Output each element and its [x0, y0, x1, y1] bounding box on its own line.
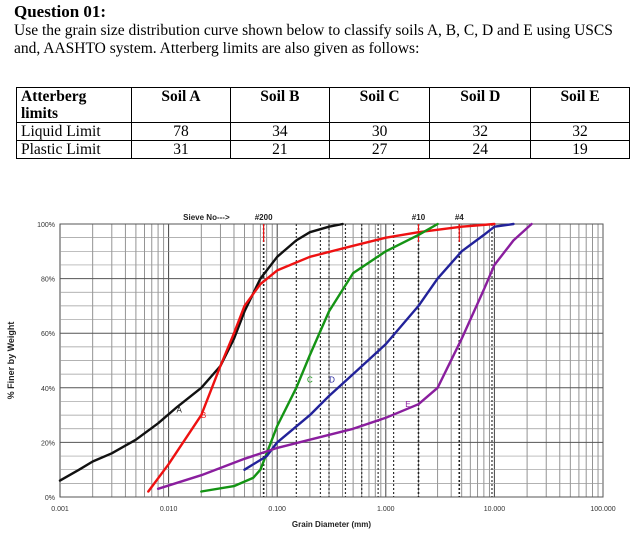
- table-cell: 21: [229, 140, 330, 159]
- series-label-c: C: [307, 375, 313, 384]
- x-tick-label: 10.000: [484, 506, 506, 513]
- y-tick-label: 100%: [37, 222, 55, 229]
- question-title: Question 01:: [14, 2, 107, 21]
- grain-size-chart: #200 #10 #4 Sieve No---> 0.001 0.010 0.100 1.00…: [0, 200, 637, 548]
- sieve-label: #200: [255, 213, 273, 222]
- y-tick-label: 80%: [41, 277, 55, 284]
- table-header-cell: Soil C: [328, 87, 431, 123]
- question-text: Use the grain size distribution curve sh…: [14, 22, 613, 57]
- table-header-cell: Soil A: [131, 87, 231, 123]
- sieve-label: #4: [455, 213, 464, 222]
- table-header-row: Atterberg limits Soil A Soil B Soil C So…: [16, 87, 630, 123]
- sieve-axis-label: Sieve No--->: [183, 213, 230, 222]
- table-header-cell: Atterberg limits: [16, 87, 132, 123]
- table-cell: 34: [229, 122, 330, 141]
- y-tick-label: 60%: [41, 331, 55, 338]
- table-cell: 30: [328, 122, 431, 141]
- series-line-d: [243, 222, 515, 471]
- x-tick-label: 100.000: [590, 506, 615, 513]
- table-cell: 32: [530, 122, 630, 141]
- chart-svg: #200 #10 #4 Sieve No---> 0.001 0.010 0.100 1.00…: [6, 213, 616, 529]
- row-label: Plastic Limit: [16, 140, 132, 159]
- table-row: Plastic Limit 31 21 27 24 19: [16, 140, 630, 159]
- atterberg-table: Atterberg limits Soil A Soil B Soil C So…: [16, 87, 630, 159]
- y-tick-label: 40%: [41, 386, 55, 393]
- series-label-a: A: [176, 405, 182, 414]
- table-cell: 24: [429, 140, 532, 159]
- series-label-e: E: [405, 400, 410, 409]
- sieve-label: #10: [412, 213, 426, 222]
- series-line-c: [200, 222, 439, 493]
- x-tick-label: 0.100: [268, 506, 286, 513]
- table-cell: 31: [131, 140, 231, 159]
- table-cell: 78: [131, 122, 231, 141]
- series-label-b: B: [201, 411, 206, 420]
- x-tick-label: 0.010: [160, 506, 178, 513]
- row-label: Liquid Limit: [16, 122, 132, 141]
- series-line-b: [147, 222, 496, 493]
- table-row: Liquid Limit 78 34 30 32 32: [16, 122, 630, 141]
- table-cell: 19: [530, 140, 630, 159]
- x-tick-label: 0.001: [51, 506, 69, 513]
- table-header-cell: Soil B: [229, 87, 330, 123]
- table-header-cell: Soil D: [429, 87, 532, 123]
- table-cell: 27: [328, 140, 431, 159]
- x-tick-label: 1.000: [377, 506, 395, 513]
- y-tick-label: 20%: [41, 440, 55, 447]
- series-label-d: D: [329, 375, 335, 384]
- series-line-e: [156, 222, 533, 490]
- table-header-cell: Soil E: [530, 87, 630, 123]
- table-cell: 32: [429, 122, 532, 141]
- x-axis-label: Grain Diameter (mm): [292, 520, 371, 529]
- y-axis-label: % Finer by Weight: [6, 322, 16, 400]
- y-tick-label: 0%: [45, 495, 55, 502]
